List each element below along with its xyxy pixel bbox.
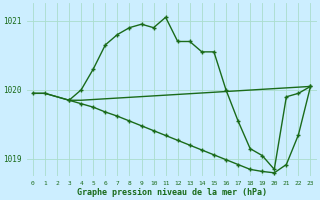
X-axis label: Graphe pression niveau de la mer (hPa): Graphe pression niveau de la mer (hPa) [77, 188, 267, 197]
